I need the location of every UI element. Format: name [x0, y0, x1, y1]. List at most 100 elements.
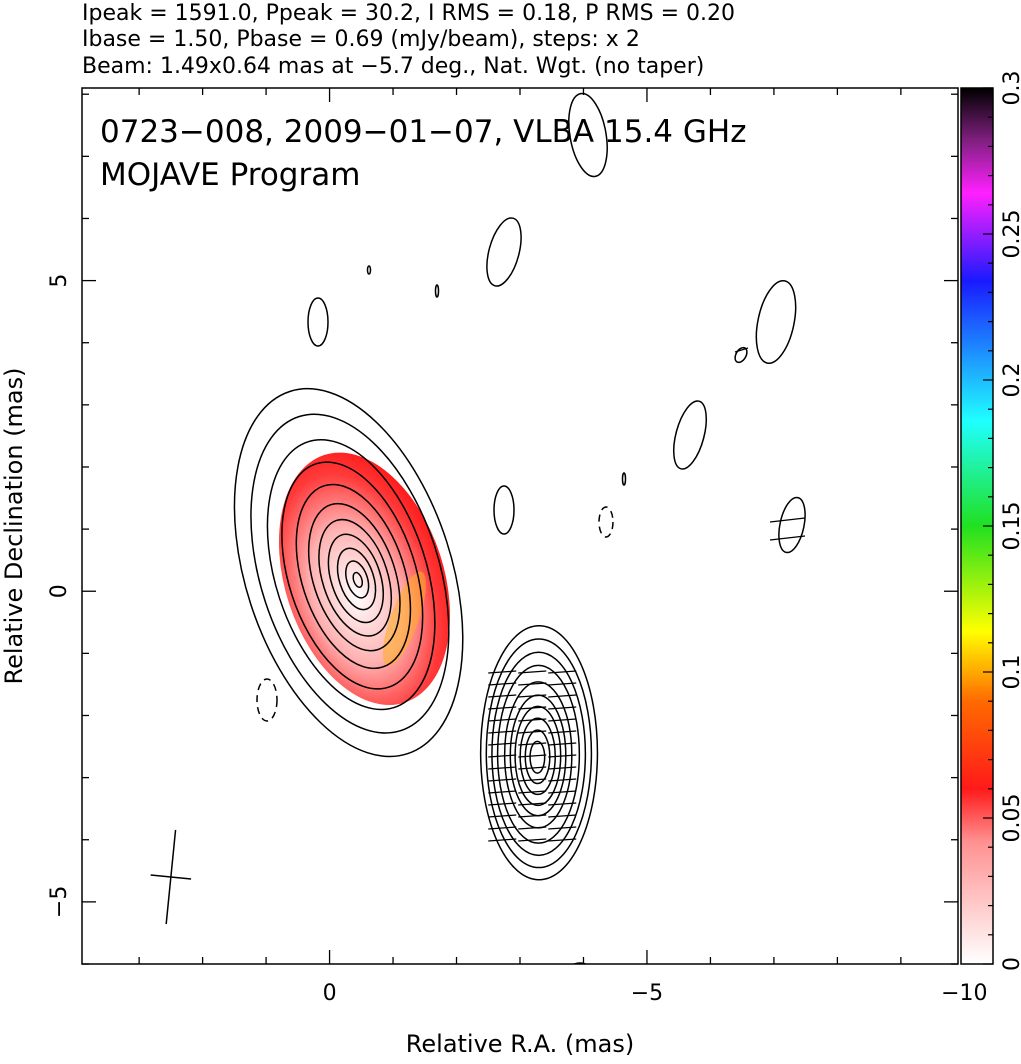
- beam-cross: [150, 829, 192, 925]
- core-contour-5: [295, 483, 412, 670]
- evpa-vector-26: [518, 766, 547, 770]
- y-tick-label: 0: [47, 584, 72, 598]
- jet-contour-1: [479, 625, 599, 881]
- header-line-3: Beam: 1.49x0.64 mas at −5.7 deg., Nat. W…: [82, 54, 704, 79]
- evpa-vector-41: [518, 826, 547, 830]
- y-axis-label: Relative Declination (mas): [0, 367, 28, 684]
- evpa-vector-34: [488, 802, 517, 806]
- evpa-vector-3: [548, 670, 577, 674]
- evpa-vector-18: [548, 730, 577, 734]
- evpa-vector-5: [518, 682, 547, 686]
- evpa-vector-39: [548, 814, 577, 818]
- contour-blob-9: [434, 284, 440, 298]
- evpa-vectors: [488, 670, 577, 842]
- contour-blob-7: [778, 496, 806, 554]
- jet-contour-3: [491, 651, 587, 857]
- header-line-1: Ipeak = 1591.0, Ppeak = 30.2, I RMS = 0.…: [82, 1, 735, 26]
- core-contour-1: [233, 387, 464, 758]
- jet-contour-4: [496, 664, 581, 844]
- evpa-vector-23: [518, 754, 547, 758]
- contour-blob-5: [672, 400, 708, 470]
- evpa-vector-38: [518, 814, 547, 818]
- evpa-vector-28: [488, 778, 517, 782]
- core-contour-10: [345, 560, 370, 599]
- polarization-image: [278, 452, 450, 705]
- evpa-vector-24: [548, 754, 577, 758]
- evpa-outlier-2: [769, 535, 806, 541]
- polarization-fill: [278, 452, 450, 705]
- evpa-vector-12: [548, 706, 577, 710]
- core-contour-9: [336, 547, 377, 611]
- contour-blob-11: [734, 346, 748, 364]
- evpa-outlier-3: [734, 347, 749, 353]
- evpa-vector-32: [518, 790, 547, 794]
- evpa-vector-14: [518, 718, 547, 722]
- evpa-outlier-1: [769, 517, 806, 523]
- contour-blob-6: [493, 485, 515, 535]
- colorbar-ticks: 0 0.05 0.1 0.15 0.2 0.25 0.3: [983, 71, 1021, 971]
- evpa-vector-19: [488, 742, 517, 746]
- core-contour-11: [352, 571, 364, 589]
- colorbar-tick-label: 0.25: [1000, 210, 1021, 259]
- contour-blob-10: [621, 472, 627, 486]
- colorbar-tick-label: 0.2: [1000, 363, 1021, 398]
- header-line-2: Ibase = 1.50, Pbase = 0.69 (mJy/beam), s…: [82, 27, 640, 52]
- evpa-vector-40: [488, 826, 517, 830]
- colorbar-tick-label: 0.1: [1000, 655, 1021, 690]
- evpa-vector-45: [548, 838, 577, 842]
- colorbar-tick-label: 0: [1000, 957, 1021, 971]
- core-contour-2: [250, 413, 450, 734]
- evpa-vector-1: [488, 670, 517, 674]
- x-axis-label: Relative R.A. (mas): [406, 1030, 634, 1058]
- plot-frame: [81, 87, 959, 965]
- evpa-vector-25: [488, 766, 517, 770]
- core-contour-3: [266, 439, 436, 711]
- evpa-vector-8: [518, 694, 547, 698]
- polarization-fill-high: [382, 571, 427, 667]
- x-tick-label: −10: [941, 981, 987, 1006]
- evpa-vector-16: [488, 730, 517, 734]
- evpa-vector-9: [548, 694, 577, 698]
- contour-negative-1: [256, 678, 278, 722]
- outer-contours: [256, 92, 806, 964]
- evpa-vector-15: [548, 718, 577, 722]
- evpa-vector-27: [548, 766, 577, 770]
- beam-minor-axis: [150, 874, 192, 880]
- evpa-vector-10: [488, 706, 517, 710]
- evpa-vector-36: [548, 802, 577, 806]
- evpa-vector-44: [518, 838, 547, 842]
- jet-contour-2: [485, 638, 593, 869]
- x-tick-label: 0: [323, 981, 337, 1006]
- y-tick-label: −5: [47, 886, 72, 918]
- contour-blob-2: [486, 217, 522, 287]
- evpa-vector-31: [488, 790, 517, 794]
- contour-blob-1: [568, 92, 608, 178]
- evpa-vector-35: [518, 802, 547, 806]
- contour-blob-4: [755, 279, 797, 365]
- chart-subtitle: MOJAVE Program: [100, 157, 360, 193]
- evpa-vector-37: [488, 814, 517, 818]
- colorbar-tick-label: 0.05: [1000, 794, 1021, 843]
- evpa-vector-2: [518, 670, 547, 674]
- evpa-vector-20: [518, 742, 547, 746]
- evpa-vector-33: [548, 790, 577, 794]
- evpa-vector-7: [488, 694, 517, 698]
- evpa-vector-11: [518, 706, 547, 710]
- evpa-vector-29: [518, 778, 547, 782]
- chart-title: 0723−008, 2009−01−07, VLBA 15.4 GHz: [100, 114, 746, 150]
- axis-ticks: 0 −5 −10 −5 0 5: [47, 88, 988, 1006]
- contour-blob-12: [572, 962, 588, 964]
- colorbar-tick-label: 0.3: [1000, 71, 1021, 106]
- core-contour-6: [307, 502, 401, 652]
- contour-blob-8: [366, 265, 372, 275]
- evpa-vector-4: [488, 682, 517, 686]
- evpa-vector-17: [518, 730, 547, 734]
- core-contour-8: [327, 533, 384, 624]
- evpa-vector-6: [548, 682, 577, 686]
- evpa-vector-42: [548, 826, 577, 830]
- contour-blob-3: [307, 297, 329, 347]
- core-contour-7: [318, 518, 393, 637]
- x-tick-label: −5: [631, 981, 663, 1006]
- core-contour-4: [281, 461, 424, 690]
